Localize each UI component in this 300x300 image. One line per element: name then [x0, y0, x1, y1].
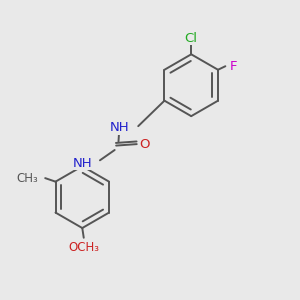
Text: O: O	[139, 138, 149, 151]
Text: NH: NH	[73, 157, 93, 170]
Text: OCH₃: OCH₃	[68, 241, 99, 254]
Text: F: F	[230, 60, 237, 73]
Text: CH₃: CH₃	[16, 172, 38, 184]
Text: Cl: Cl	[185, 32, 198, 45]
Text: NH: NH	[110, 122, 129, 134]
